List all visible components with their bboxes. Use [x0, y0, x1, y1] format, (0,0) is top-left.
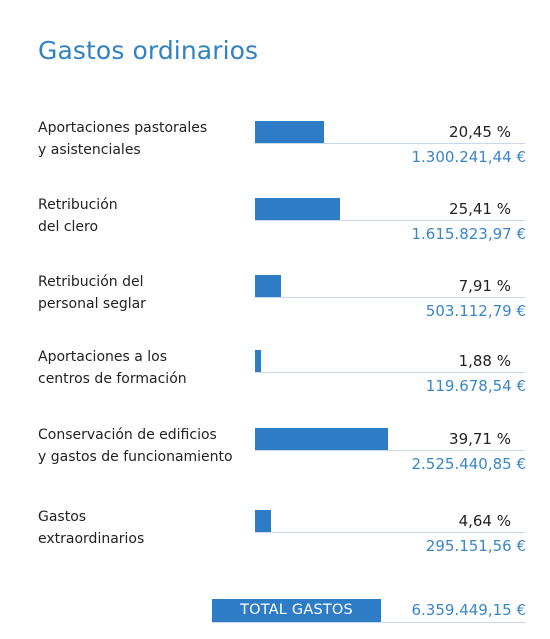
amount-label: 1.615.823,97 €	[411, 225, 526, 243]
chart-row: Gastos extraordinarios 4,64 % 295.151,56 €	[0, 506, 550, 572]
chart-title: Gastos ordinarios	[38, 36, 259, 65]
chart-row: Aportaciones a los centros de formación 1…	[0, 346, 550, 412]
total-label: TOTAL GASTOS	[212, 599, 381, 622]
bar	[255, 198, 341, 220]
amount-label: 2.525.440,85 €	[411, 455, 526, 473]
bar-track: 7,91 %	[255, 275, 525, 298]
chart-row: Retribución del personal seglar 7,91 % 503…	[0, 271, 550, 337]
percent-label: 4,64 %	[458, 512, 511, 530]
bar-track: 39,71 %	[255, 428, 525, 451]
category-label: Gastos extraordinarios	[38, 509, 145, 547]
bar-track: 1,88 %	[255, 350, 525, 373]
percent-label: 7,91 %	[458, 277, 511, 295]
bar	[255, 121, 324, 143]
category-label: Aportaciones pastorales y asistenciales	[38, 120, 208, 158]
percent-label: 25,41 %	[449, 200, 511, 218]
bar	[255, 275, 282, 297]
chart-row: Retribución del clero 25,41 % 1.615.823,97…	[0, 194, 550, 260]
category-label: Aportaciones a los centros de formación	[38, 349, 187, 387]
bar	[255, 350, 262, 372]
amount-label: 295.151,56 €	[425, 537, 526, 555]
bar	[255, 428, 389, 450]
category-label: Retribución del clero	[38, 197, 118, 235]
chart-row: Conservación de edificios y gastos de fu…	[0, 424, 550, 490]
bar-track: 4,64 %	[255, 510, 525, 533]
total-value: 6.359.449,15 €	[411, 601, 526, 619]
chart-row: Aportaciones pastorales y asistenciales 2…	[0, 117, 550, 183]
category-label: Conservación de edificios y gastos de fu…	[38, 427, 233, 465]
total-rule	[212, 622, 526, 623]
category-label: Retribución del personal seglar	[38, 274, 146, 312]
percent-label: 1,88 %	[458, 352, 511, 370]
percent-label: 39,71 %	[449, 430, 511, 448]
bar-track: 25,41 %	[255, 198, 525, 221]
amount-label: 1.300.241,44 €	[411, 148, 526, 166]
bar-track: 20,45 %	[255, 121, 525, 144]
amount-label: 119.678,54 €	[425, 377, 526, 395]
percent-label: 20,45 %	[449, 123, 511, 141]
amount-label: 503.112,79 €	[425, 302, 526, 320]
bar	[255, 510, 271, 532]
